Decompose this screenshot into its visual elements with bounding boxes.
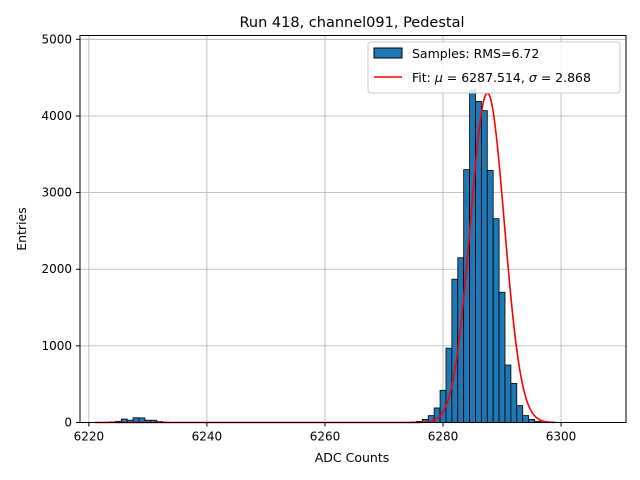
x-tick-label: 6280: [428, 430, 459, 444]
histogram-bar: [486, 169, 494, 423]
x-tick-label: 6300: [546, 430, 577, 444]
legend-sigma-value: = 2.868: [537, 70, 591, 85]
legend-box: [367, 41, 621, 94]
legend-samples-swatch: [373, 47, 403, 59]
legend-mu-value: = 6287.514,: [443, 70, 529, 85]
histogram-bar: [510, 383, 518, 423]
histogram-bar: [498, 291, 506, 423]
plot-frame: [79, 35, 627, 423]
y-tick-label: 4000: [41, 109, 72, 123]
legend-sigma-symbol: σ: [529, 70, 538, 85]
x-axis-label: ADC Counts: [315, 450, 390, 465]
histogram-bar: [445, 347, 453, 423]
legend-fit-label: Fit: μ = 6287.514, σ = 2.868: [412, 70, 591, 85]
histogram-bar: [492, 218, 500, 423]
x-axis-ticks: 6220 6240 6260 6280 6300: [74, 422, 577, 444]
legend-mu-symbol: μ: [434, 70, 443, 85]
y-axis-ticks: 0 1000 2000 3000 4000 5000: [41, 32, 80, 430]
y-tick-label: 1000: [41, 339, 72, 353]
grid-lines: [80, 35, 626, 423]
y-tick-label: 0: [64, 416, 72, 430]
legend: Samples: RMS=6.72 Fit: μ = 6287.514, σ =…: [367, 41, 621, 94]
histogram-bar: [504, 364, 512, 423]
histogram-bars: [97, 89, 547, 423]
x-tick-label: 6220: [74, 430, 105, 444]
histogram-bar: [469, 89, 476, 423]
y-tick-label: 2000: [41, 262, 72, 276]
y-axis-label: Entries: [14, 207, 29, 251]
histogram-bar: [480, 110, 488, 423]
histogram-bar: [522, 415, 530, 423]
x-tick-label: 6240: [192, 430, 223, 444]
chart-title: Run 418, channel091, Pedestal: [239, 15, 464, 31]
y-tick-label: 3000: [41, 186, 72, 200]
x-tick-label: 6260: [310, 430, 341, 444]
legend-fit-prefix: Fit:: [412, 70, 435, 85]
histogram-bar: [516, 405, 524, 423]
y-tick-label: 5000: [41, 32, 72, 46]
legend-samples-label: Samples: RMS=6.72: [412, 46, 539, 61]
histogram-bar: [451, 278, 459, 423]
